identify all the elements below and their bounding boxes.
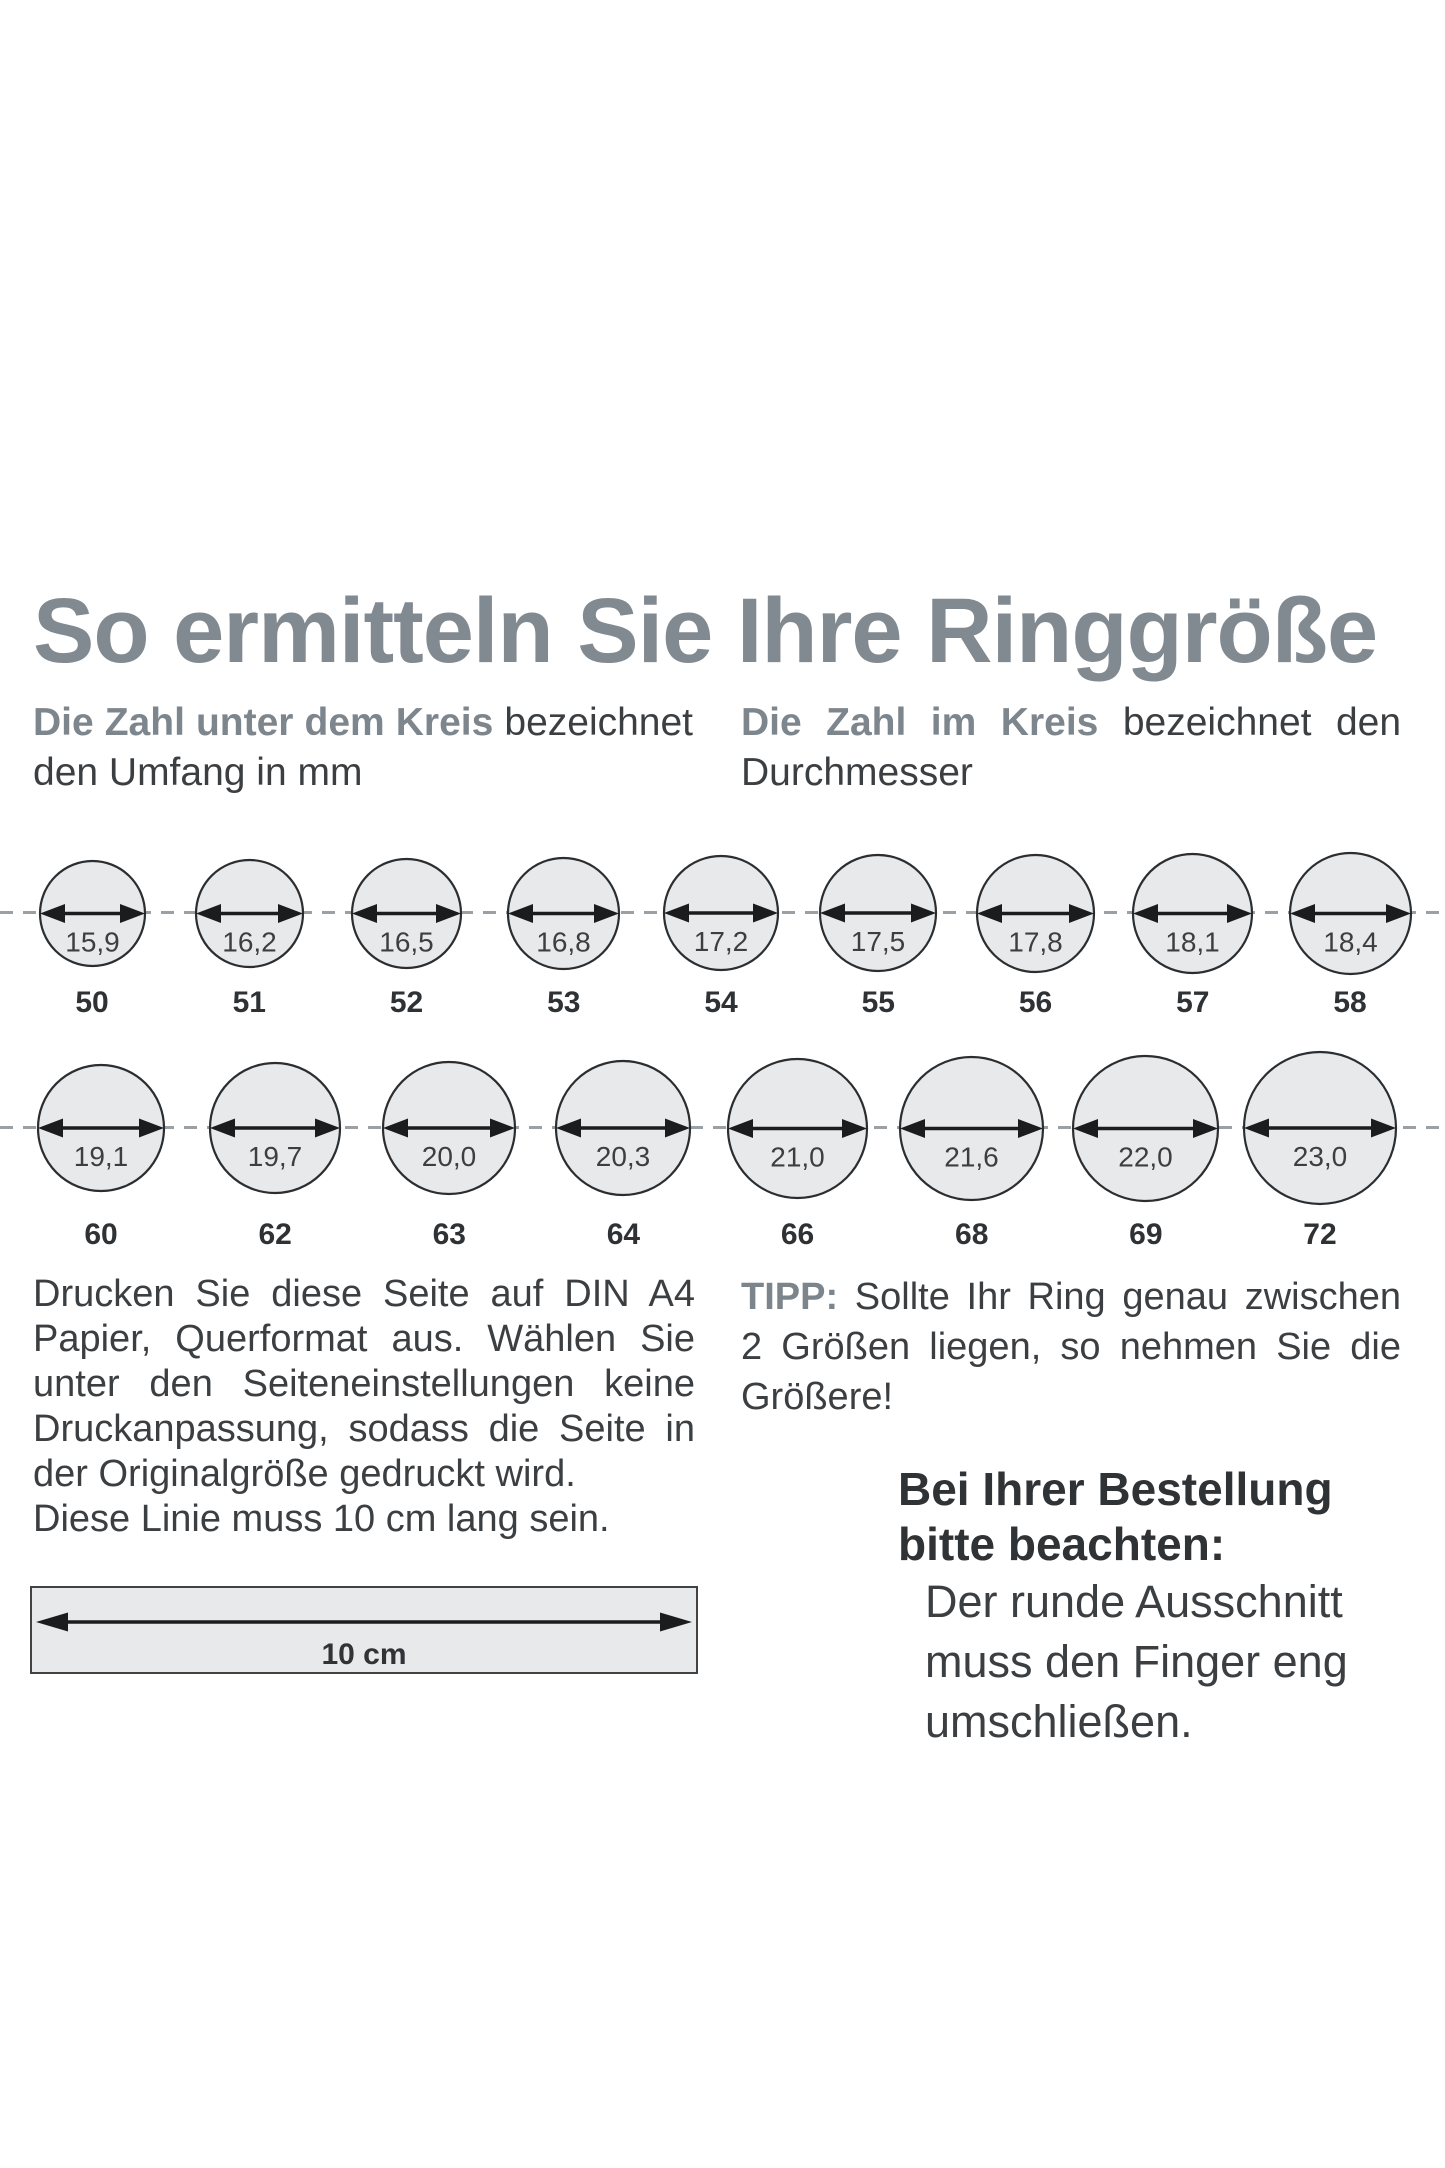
tip-text: Sollte Ihr Ring genau zwischen 2 Größen … <box>741 1276 1401 1418</box>
ring-circle-icon: 17,5 <box>819 853 938 973</box>
ring-size-label: 57 <box>1176 986 1210 1019</box>
order-note-text: Der runde Ausschnitt muss den Finger eng… <box>925 1576 1348 1747</box>
intro-diameter-rest: bezeichnet den Durchmesser <box>741 701 1402 794</box>
ring-size-label: 53 <box>547 986 581 1019</box>
ring-cell: 16,8 53 <box>501 848 627 1020</box>
ring-cell: 20,3 64 <box>544 1048 702 1252</box>
intro-circumference: Die Zahl unter dem Kreis bezeichnet den … <box>33 698 693 798</box>
ring-cell: 16,5 52 <box>344 848 470 1020</box>
ring-diameter-label: 18,1 <box>1166 926 1221 957</box>
ring-size-label: 72 <box>1303 1218 1337 1251</box>
ring-row-2: 19,1 60 19,7 62 20,0 63 20,3 64 21,0 66 21,6 68 22,0… <box>0 1048 1445 1252</box>
ring-diameter-label: 19,7 <box>248 1141 303 1172</box>
ring-diameter-label: 16,8 <box>537 926 592 957</box>
ring-size-label: 60 <box>84 1218 118 1251</box>
ring-circle-icon: 15,9 <box>38 859 146 967</box>
ring-cell: 19,1 60 <box>22 1048 180 1252</box>
ruler-label: 10 cm <box>321 1638 407 1671</box>
ring-cell: 22,0 69 <box>1067 1048 1225 1252</box>
ring-circle-icon: 18,1 <box>1132 852 1254 974</box>
ring-circle-icon: 20,0 <box>382 1060 517 1196</box>
ring-size-label: 68 <box>955 1218 989 1251</box>
ring-cell: 17,8 56 <box>973 848 1099 1020</box>
ring-size-label: 69 <box>1129 1218 1163 1251</box>
ring-cell: 18,1 57 <box>1130 848 1256 1020</box>
tip-paragraph: TIPP: Sollte Ihr Ring genau zwischen 2 G… <box>741 1272 1401 1422</box>
ring-circle-icon: 20,3 <box>555 1059 692 1197</box>
ring-size-label: 63 <box>432 1218 466 1251</box>
ring-size-label: 55 <box>861 986 895 1019</box>
intro-circumference-bold: Die Zahl unter dem Kreis <box>33 701 494 744</box>
ring-cell: 15,9 50 <box>29 848 155 1020</box>
ring-size-label: 58 <box>1333 986 1367 1019</box>
ring-diameter-label: 21,0 <box>770 1141 825 1172</box>
ring-size-label: 62 <box>258 1218 292 1251</box>
ring-diameter-label: 16,5 <box>379 926 434 957</box>
ring-row-1: 15,9 50 16,2 51 16,5 52 16,8 53 17,2 54 17,5 55 17,8… <box>0 848 1445 1020</box>
ring-circle-icon: 16,8 <box>507 856 621 970</box>
ring-diameter-label: 18,4 <box>1323 926 1378 957</box>
ring-size-label: 52 <box>389 986 424 1019</box>
ring-size-label: 64 <box>606 1218 641 1251</box>
ruler-arrow-icon <box>36 1612 692 1632</box>
ring-diameter-label: 17,2 <box>694 926 749 957</box>
ring-diameter-label: 17,5 <box>851 926 906 957</box>
ring-size-label: 54 <box>704 986 738 1019</box>
ring-cell: 17,2 54 <box>658 848 784 1020</box>
ring-cell: 23,0 72 <box>1241 1048 1399 1252</box>
intro-diameter-bold: Die Zahl im Kreis <box>741 701 1099 744</box>
ring-size-label: 66 <box>780 1218 815 1251</box>
ring-diameter-label: 20,3 <box>596 1141 651 1172</box>
ring-cell: 20,0 63 <box>370 1048 528 1252</box>
page-title: So ermitteln Sie Ihre Ringgröße <box>33 580 1378 682</box>
tip-label: TIPP: <box>741 1276 839 1318</box>
ring-cell: 19,7 62 <box>196 1048 354 1252</box>
ring-cell: 21,6 68 <box>893 1048 1051 1252</box>
line-length-note: Diese Linie muss 10 cm lang sein. <box>33 1498 610 1540</box>
ring-size-label: 51 <box>232 986 266 1019</box>
ring-circle-icon: 17,2 <box>662 854 780 972</box>
ring-diameter-label: 23,0 <box>1293 1141 1348 1172</box>
ring-circle-icon: 22,0 <box>1072 1054 1220 1202</box>
ring-circle-icon: 19,1 <box>36 1063 166 1193</box>
ring-cell: 16,2 51 <box>186 848 312 1020</box>
ring-circle-icon: 19,7 <box>209 1061 342 1195</box>
ring-diameter-label: 19,1 <box>74 1141 129 1172</box>
ring-diameter-label: 21,6 <box>944 1141 999 1172</box>
ring-circle-icon: 23,0 <box>1242 1050 1398 1206</box>
ring-circle-icon: 21,0 <box>726 1057 869 1199</box>
ring-circle-icon: 16,2 <box>194 858 304 968</box>
order-note-heading: Bei Ihrer Bestellung bitte beachten: <box>898 1463 1333 1570</box>
ring-diameter-label: 15,9 <box>65 926 120 957</box>
ring-diameter-label: 17,8 <box>1008 926 1063 957</box>
ring-size-label: 50 <box>75 986 109 1019</box>
ring-diameter-label: 20,0 <box>422 1141 477 1172</box>
ring-size-label: 56 <box>1018 986 1053 1019</box>
ring-cell: 18,4 58 <box>1287 848 1413 1020</box>
print-instructions: Drucken Sie diese Seite auf DIN A4 Papie… <box>33 1273 695 1495</box>
ring-cell: 17,5 55 <box>815 848 941 1020</box>
ring-circle-icon: 18,4 <box>1288 851 1412 975</box>
intro-circumference-rest: bezeichnet den Umfang in mm <box>33 701 694 794</box>
ruler-10cm: 10 cm <box>30 1586 698 1674</box>
ring-cell: 21,0 66 <box>719 1048 877 1252</box>
ring-diameter-label: 22,0 <box>1119 1141 1174 1172</box>
dashed-guide-line <box>0 1126 1445 1129</box>
ring-circle-icon: 16,5 <box>350 857 463 969</box>
ring-circle-icon: 21,6 <box>899 1055 1045 1201</box>
ring-circle-icon: 17,8 <box>975 853 1096 973</box>
ring-diameter-label: 16,2 <box>222 926 277 957</box>
intro-diameter: Die Zahl im Kreis bezeichnet den Durchme… <box>741 698 1401 798</box>
